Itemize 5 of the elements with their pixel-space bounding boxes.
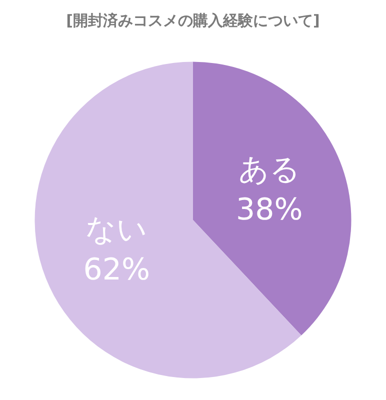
data-label: 62% [83, 252, 150, 288]
chart-title: [開封済みコスメの購入経験について] [66, 12, 320, 30]
data-label: 38% [236, 192, 303, 228]
slice-label: ある [238, 152, 300, 188]
slice-label: ない [86, 212, 148, 248]
